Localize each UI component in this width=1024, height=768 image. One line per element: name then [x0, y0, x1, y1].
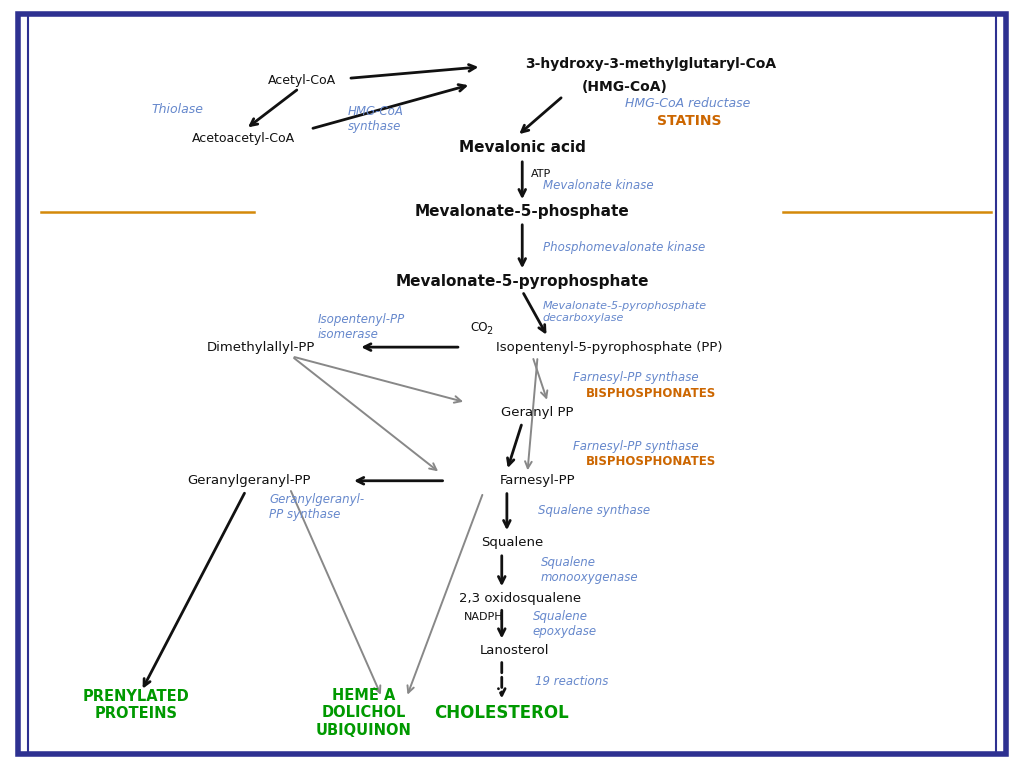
Text: Acetoacetyl-CoA: Acetoacetyl-CoA	[193, 132, 295, 144]
Text: 19 reactions: 19 reactions	[535, 675, 608, 687]
Text: Squalene synthase: Squalene synthase	[538, 505, 649, 517]
Text: HMG-CoA reductase: HMG-CoA reductase	[625, 98, 750, 110]
Text: Mevalonate-5-pyrophosphate: Mevalonate-5-pyrophosphate	[395, 273, 649, 289]
Text: Isopentenyl-PP
isomerase: Isopentenyl-PP isomerase	[317, 313, 404, 341]
Text: 2: 2	[486, 326, 493, 336]
Text: Squalene
epoxydase: Squalene epoxydase	[532, 610, 597, 637]
Text: Lanosterol: Lanosterol	[479, 644, 549, 657]
Text: Squalene: Squalene	[481, 537, 543, 549]
Text: Acetyl-CoA: Acetyl-CoA	[268, 74, 336, 87]
Text: Phosphomevalonate kinase: Phosphomevalonate kinase	[543, 241, 705, 253]
Text: PRENYLATED
PROTEINS: PRENYLATED PROTEINS	[83, 689, 189, 721]
Text: (HMG-CoA): (HMG-CoA)	[582, 80, 668, 94]
Text: Mevalonate kinase: Mevalonate kinase	[543, 179, 653, 191]
Text: Geranyl PP: Geranyl PP	[502, 406, 573, 419]
Text: NADPH: NADPH	[464, 612, 504, 623]
Text: STATINS: STATINS	[657, 114, 722, 127]
Text: Mevalonic acid: Mevalonic acid	[459, 140, 586, 155]
Text: Mevalonate-5-pyrophosphate
decarboxylase: Mevalonate-5-pyrophosphate decarboxylase	[543, 301, 707, 323]
Text: BISPHOSPHONATES: BISPHOSPHONATES	[586, 387, 716, 399]
Text: Geranylgeranyl-PP: Geranylgeranyl-PP	[187, 475, 310, 487]
Text: Squalene
monooxygenase: Squalene monooxygenase	[541, 556, 638, 584]
Text: Farnesyl-PP synthase: Farnesyl-PP synthase	[573, 372, 699, 384]
Text: CO: CO	[470, 321, 488, 333]
Text: Mevalonate-5-phosphate: Mevalonate-5-phosphate	[415, 204, 630, 220]
Text: Thiolase: Thiolase	[152, 103, 204, 115]
Text: BISPHOSPHONATES: BISPHOSPHONATES	[586, 455, 716, 468]
Text: Geranylgeranyl-
PP synthase: Geranylgeranyl- PP synthase	[269, 493, 365, 521]
Text: HEME A
DOLICHOL
UBIQUINON: HEME A DOLICHOL UBIQUINON	[315, 688, 412, 737]
Text: 2,3 oxidosqualene: 2,3 oxidosqualene	[459, 592, 582, 604]
Text: Dimethylallyl-PP: Dimethylallyl-PP	[207, 341, 315, 353]
Text: Isopentenyl-5-pyrophosphate (PP): Isopentenyl-5-pyrophosphate (PP)	[496, 341, 723, 353]
Text: 3-hydroxy-3-methylglutaryl-CoA: 3-hydroxy-3-methylglutaryl-CoA	[524, 57, 776, 71]
Text: HMG-CoA
synthase: HMG-CoA synthase	[348, 105, 404, 133]
Text: CHOLESTEROL: CHOLESTEROL	[434, 703, 569, 722]
Text: Farnesyl-PP: Farnesyl-PP	[500, 475, 575, 487]
Text: ATP: ATP	[530, 169, 551, 180]
Text: Farnesyl-PP synthase: Farnesyl-PP synthase	[573, 441, 699, 453]
